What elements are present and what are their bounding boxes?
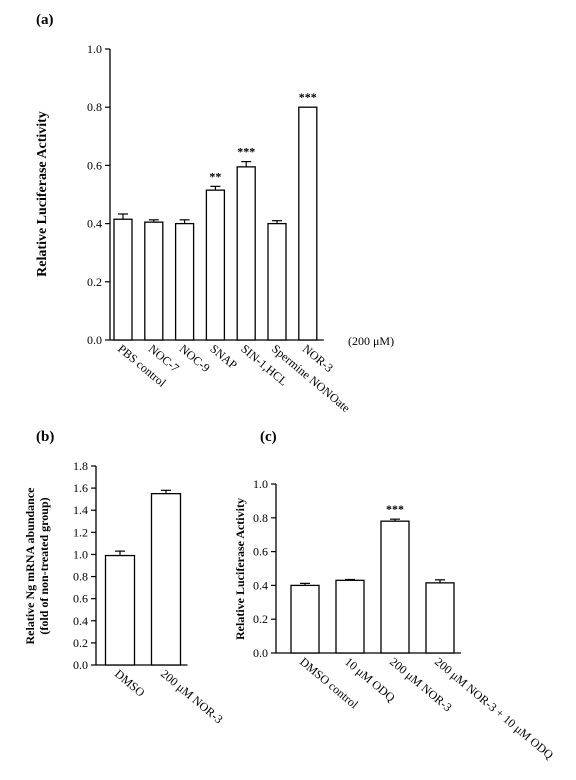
panel-c-bar <box>290 584 320 654</box>
panel-a-label: (a) <box>36 12 54 28</box>
panel-c-chart: 0.0 0.2 0.4 0.6 0.8 1.0 Relative Luciferase Ac… <box>233 477 556 762</box>
panel-c-y-tick-label: 0.0 <box>253 646 268 660</box>
panel-c-y-tick-label: 0.4 <box>253 578 268 592</box>
panel-a-significance-mark: *** <box>299 90 317 104</box>
panel-b-y-tick-label: 1.8 <box>73 459 88 473</box>
panel-b-y-tick-label: 0.6 <box>73 592 88 606</box>
panel-b-y-tick-label: 0.8 <box>73 570 88 584</box>
panel-a-bar <box>267 222 287 341</box>
panel-c-y-tick-label: 0.8 <box>253 511 268 525</box>
panel-c-bar <box>380 520 410 654</box>
panel-a-bar <box>205 189 226 341</box>
panel-a-y-tick-label: 0.6 <box>87 158 102 172</box>
panel-a-y-tick-label: 0.4 <box>87 217 102 231</box>
panel-a-y-tick-label: 0.0 <box>87 333 102 347</box>
panel-c-y-tick-label: 0.2 <box>253 612 268 626</box>
panel-a-category-label: NOC-9 <box>177 342 213 375</box>
panel-c-bar <box>425 582 455 654</box>
panel-b-bar <box>104 554 136 666</box>
panel-b-bar <box>150 492 182 666</box>
panel-c-y-tick-label: 1.0 <box>253 477 268 491</box>
panel-b-y-tick-label: 0.2 <box>73 636 88 650</box>
panel-b-y-tick-label: 1.6 <box>73 481 88 495</box>
panel-a-y-tick-label: 0.8 <box>87 100 102 114</box>
panel-b-y-tick-label: 0.4 <box>73 614 88 628</box>
panel-c-category-label: 200 μM NOR-3 + 10 μM ODQ <box>432 655 556 763</box>
panel-a-y-tick-label: 1.0 <box>87 42 102 56</box>
panel-a-y-axis-label: Relative Luciferase Activity <box>35 111 50 277</box>
panel-c-y-tick-label: 0.6 <box>253 545 268 559</box>
panel-a-significance-mark: ** <box>209 169 221 183</box>
panel-a-chart: 0.0 0.2 0.4 0.6 0.8 1.0 Relative Luciferase Ac… <box>35 42 353 415</box>
panel-a-category-label: SNAP <box>207 342 240 373</box>
panel-b-chart: 0.0 0.2 0.4 0.6 0.8 1.0 1.2 1.4 1.6 1.8 Relative N… <box>23 459 226 726</box>
panel-a-bar <box>236 166 256 341</box>
panel-a-y-tick-label: 0.2 <box>87 275 102 289</box>
panel-b-y-tick-label: 0.0 <box>73 658 88 672</box>
panel-a-bar <box>298 106 318 341</box>
panel-b-category-label: DMSO <box>112 667 148 700</box>
panel-b-label: (b) <box>36 429 54 445</box>
panel-b-y-axis-label: Relative Ng mRNA abundance <box>23 487 37 645</box>
panel-b-y-tick-label: 1.4 <box>73 503 88 517</box>
panel-a-unit-note: (200 μM) <box>348 334 394 348</box>
panel-c-y-axis-label: Relative Luciferase Activity <box>233 498 247 640</box>
panel-b-y-tick-label: 1.2 <box>73 525 88 539</box>
panel-c-label: (c) <box>260 429 277 445</box>
panel-a-bar <box>174 222 195 341</box>
panel-b-category-label: 200 μM NOR-3 <box>158 667 226 727</box>
panel-a-significance-mark: *** <box>237 145 255 159</box>
panel-b-y-axis-label: (fold of non-treated group) <box>37 497 51 634</box>
panel-a-bar <box>113 218 133 341</box>
panel-c-bar <box>335 579 365 654</box>
panel-a-bar <box>144 221 164 341</box>
panel-b-y-tick-label: 1.0 <box>73 547 88 561</box>
panel-c-significance-mark: *** <box>386 502 404 516</box>
